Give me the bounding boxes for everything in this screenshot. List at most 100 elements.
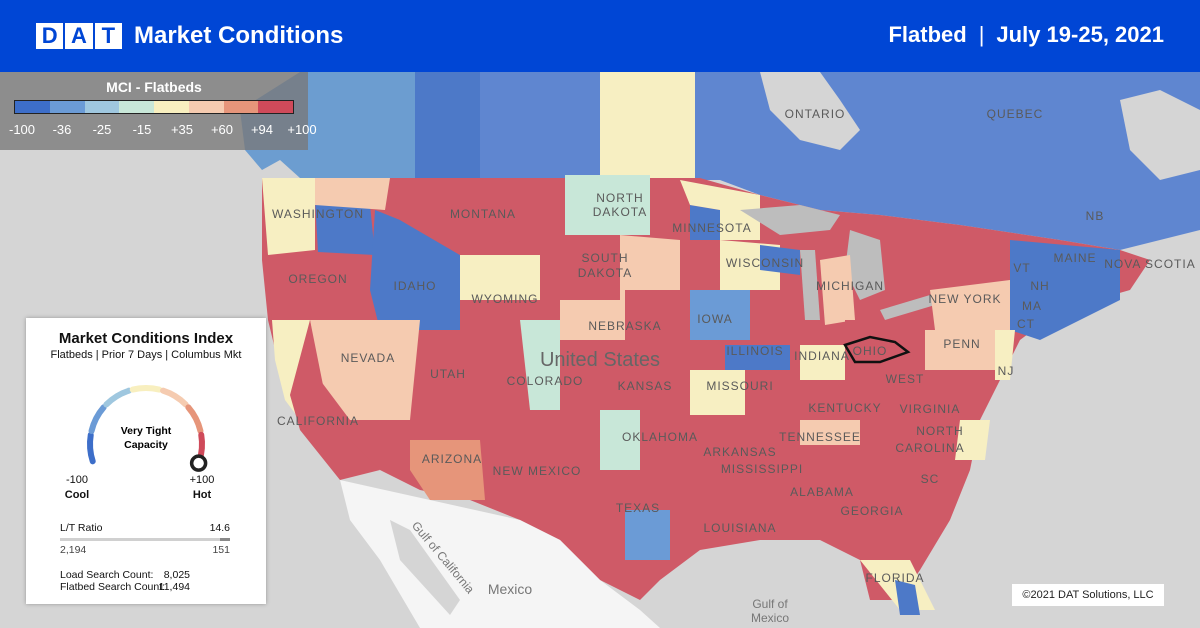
label-montana: MONTANA <box>450 207 516 221</box>
label-quebec: QUEBEC <box>987 107 1044 121</box>
missouri-blue <box>725 345 790 370</box>
gauge-marker <box>189 454 208 472</box>
legend-tick-label: -25 <box>92 122 112 137</box>
gauge-arc-blue-light <box>88 404 107 434</box>
label-north-dakota-1: NORTH <box>596 191 643 205</box>
lt-ratio-label: L/T Ratio <box>60 522 103 534</box>
label-ontario: ONTARIO <box>785 107 846 121</box>
label-nebraska: NEBRASKA <box>588 319 661 333</box>
legend-swatch <box>188 101 224 113</box>
logo-letter-d: D <box>36 23 64 49</box>
nj-region <box>995 330 1015 380</box>
flatbed-search-value: 11,494 <box>158 581 190 593</box>
label-washington: WASHINGTON <box>272 207 364 221</box>
label-wisconsin: WISCONSIN <box>726 256 804 270</box>
loads-count: 2,194 <box>60 544 87 556</box>
label-michigan: MICHIGAN <box>816 279 884 293</box>
mci-gauge: Very Tight Capacity <box>87 385 208 472</box>
mci-card: Market Conditions Index Flatbeds | Prior… <box>26 318 266 604</box>
mexico-land <box>340 480 660 628</box>
legend-swatch <box>15 101 50 113</box>
label-south-dakota-1: SOUTH <box>582 251 629 265</box>
market-map[interactable]: ONTARIO QUEBEC NB MAINE NOVA SCOTIA WASH… <box>0 72 1200 628</box>
penn-region <box>925 330 1000 370</box>
label-ma: MA <box>1022 299 1042 313</box>
label-kansas: KANSAS <box>618 379 673 393</box>
legend-tick-label: +60 <box>210 122 234 137</box>
logo-letter-a: A <box>65 23 93 49</box>
quebec-north-gap <box>1120 90 1200 180</box>
gauge-label-line-1: Very Tight <box>121 425 172 437</box>
label-indiana: INDIANA <box>794 349 850 363</box>
label-gulf-of-mexico-2: Mexico <box>751 611 789 625</box>
label-kentucky: KENTUCKY <box>808 401 881 415</box>
label-ct: CT <box>1017 317 1035 331</box>
label-california: CALIFORNIA <box>277 414 359 428</box>
lake-superior <box>740 205 840 235</box>
label-missouri: MISSOURI <box>706 379 773 393</box>
lake-erie <box>880 295 935 320</box>
card-title: Market Conditions Index <box>58 330 234 347</box>
label-tennessee: TENNESSEE <box>779 430 861 444</box>
date-range: July 19-25, 2021 <box>996 22 1164 47</box>
label-sc: SC <box>921 472 940 486</box>
oklahoma-panhandle <box>600 410 640 470</box>
new-mexico-region <box>485 420 560 500</box>
label-arkansas: ARKANSAS <box>703 445 776 459</box>
label-south-dakota-2: DAKOTA <box>578 266 632 280</box>
washington-east <box>315 200 375 255</box>
label-wyoming: WYOMING <box>472 292 539 306</box>
legend-title: MCI - Flatbeds <box>106 79 202 95</box>
minnesota-blue <box>690 205 720 240</box>
lt-ratio-bar-fill <box>220 538 230 541</box>
label-nh: NH <box>1030 279 1049 293</box>
iowa-region <box>690 290 750 340</box>
flatbed-search-row: Flatbed Search Count: 11,494 <box>60 581 230 593</box>
new-england-region <box>1010 240 1120 340</box>
legend-tick-label: +100 <box>287 122 317 137</box>
lake-huron <box>845 230 885 300</box>
card-subtitle: Flatbeds | Prior 7 Days | Columbus Mkt <box>50 349 242 361</box>
gauge-arc-peach <box>160 387 189 408</box>
gauge-arc-teal <box>103 387 132 408</box>
label-virginia: VIRGINIA <box>900 402 961 416</box>
label-ohio: OHIO <box>853 344 888 358</box>
legend-swatch <box>49 101 85 113</box>
label-nova-scotia: NOVA SCOTIA <box>1104 257 1195 271</box>
columbus-market[interactable] <box>843 335 911 364</box>
legend-tick-label: +35 <box>170 122 194 137</box>
equipment-type: Flatbed <box>888 22 967 47</box>
gauge-label-line-2: Capacity <box>124 439 168 451</box>
colorado-center <box>520 320 560 410</box>
label-north-carolina-2: CAROLINA <box>895 441 964 455</box>
label-nevada: NEVADA <box>341 351 395 365</box>
gauge-max-label: Hot <box>192 489 212 501</box>
lt-ratio-value: 14.6 <box>209 522 230 534</box>
load-search-value: 8,025 <box>163 569 190 581</box>
label-north-dakota-2: DAKOTA <box>593 205 647 219</box>
lt-ratio-row: L/T Ratio 14.6 <box>60 522 230 534</box>
label-mississippi: MISSISSIPPI <box>721 462 803 476</box>
texas-blue <box>625 510 670 560</box>
header-bar: D A T Market Conditions Flatbed | July 1… <box>0 0 1200 72</box>
label-oklahoma: OKLAHOMA <box>622 430 698 444</box>
lt-ratio-bar <box>60 538 230 541</box>
label-mexico: Mexico <box>488 581 533 597</box>
gauge-min-value: -100 <box>65 474 89 486</box>
south-dakota-region <box>565 235 620 295</box>
mci-legend: MCI - Flatbeds -100 -36 -25 -15 +35 +60 +94 +10… <box>0 72 317 150</box>
gauge-arc-cool <box>87 431 96 465</box>
legend-swatch <box>119 101 154 113</box>
loads-trucks-row: 2,194 151 <box>60 544 230 556</box>
label-illinois: ILLINOIS <box>726 344 783 358</box>
flatbed-search-label: Flatbed Search Count: <box>60 581 166 593</box>
hudson-bay <box>760 72 860 150</box>
legend-tick-label: +94 <box>250 122 274 137</box>
ohio-region <box>845 320 925 380</box>
wyoming-west <box>460 255 540 300</box>
load-search-label: Load Search Count: <box>60 569 154 581</box>
label-idaho: IDAHO <box>393 279 436 293</box>
wa-central <box>315 178 390 210</box>
alberta-region <box>415 72 480 178</box>
legend-swatch <box>223 101 259 113</box>
